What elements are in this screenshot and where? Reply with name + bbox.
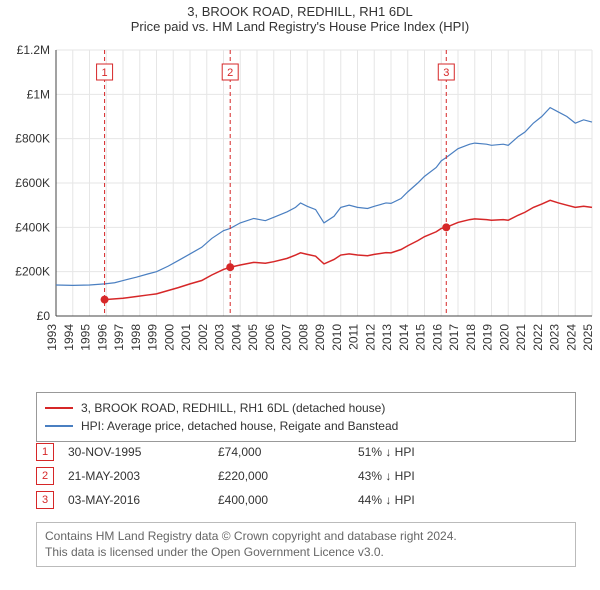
svg-text:2023: 2023 (548, 324, 562, 351)
svg-text:2010: 2010 (330, 324, 344, 351)
event-marker: 2 (36, 467, 54, 485)
svg-text:£600K: £600K (15, 176, 50, 190)
svg-text:2017: 2017 (447, 324, 461, 351)
svg-text:2020: 2020 (497, 324, 511, 351)
legend-swatch-hpi (45, 425, 73, 427)
svg-text:2015: 2015 (414, 324, 428, 351)
event-row: 3 03-MAY-2016 £400,000 44% ↓ HPI (36, 488, 576, 512)
svg-text:£400K: £400K (15, 220, 50, 234)
svg-text:2018: 2018 (464, 324, 478, 351)
event-marker: 1 (36, 443, 54, 461)
svg-text:2000: 2000 (162, 324, 176, 351)
svg-text:2008: 2008 (296, 324, 310, 351)
event-delta: 44% ↓ HPI (358, 493, 528, 507)
svg-text:1999: 1999 (146, 324, 160, 351)
svg-text:2007: 2007 (280, 324, 294, 351)
svg-text:2006: 2006 (263, 324, 277, 351)
page-title: 3, BROOK ROAD, REDHILL, RH1 6DL (0, 0, 600, 19)
event-price: £74,000 (218, 445, 358, 459)
legend-label-property: 3, BROOK ROAD, REDHILL, RH1 6DL (detache… (81, 401, 385, 415)
event-date: 30-NOV-1995 (68, 445, 218, 459)
legend-row-property: 3, BROOK ROAD, REDHILL, RH1 6DL (detache… (45, 399, 567, 417)
svg-text:1995: 1995 (79, 324, 93, 351)
svg-text:£1.2M: £1.2M (17, 44, 50, 57)
svg-text:2005: 2005 (246, 324, 260, 351)
event-marker: 3 (36, 491, 54, 509)
svg-text:2012: 2012 (363, 324, 377, 351)
event-delta: 43% ↓ HPI (358, 469, 528, 483)
legend-label-hpi: HPI: Average price, detached house, Reig… (81, 419, 398, 433)
event-price: £400,000 (218, 493, 358, 507)
svg-text:1993: 1993 (45, 324, 59, 351)
chart-svg: £0£200K£400K£600K£800K£1M£1.2M1993199419… (0, 44, 600, 384)
svg-text:1997: 1997 (112, 324, 126, 351)
svg-text:£0: £0 (37, 309, 51, 323)
svg-text:2011: 2011 (347, 324, 361, 350)
svg-text:2022: 2022 (531, 324, 545, 351)
svg-text:2013: 2013 (380, 324, 394, 351)
svg-text:2025: 2025 (581, 324, 595, 351)
legend-row-hpi: HPI: Average price, detached house, Reig… (45, 417, 567, 435)
event-delta: 51% ↓ HPI (358, 445, 528, 459)
chart-page: { "title_line1": "3, BROOK ROAD, REDHILL… (0, 0, 600, 590)
svg-text:£1M: £1M (27, 87, 50, 101)
legend: 3, BROOK ROAD, REDHILL, RH1 6DL (detache… (36, 392, 576, 442)
svg-text:2001: 2001 (179, 324, 193, 351)
svg-text:1994: 1994 (62, 324, 76, 351)
footer-line2: This data is licensed under the Open Gov… (45, 545, 567, 561)
event-row: 2 21-MAY-2003 £220,000 43% ↓ HPI (36, 464, 576, 488)
svg-text:2016: 2016 (430, 324, 444, 351)
svg-text:2009: 2009 (313, 324, 327, 351)
svg-text:2019: 2019 (481, 324, 495, 351)
svg-text:2024: 2024 (564, 324, 578, 351)
page-subtitle: Price paid vs. HM Land Registry's House … (0, 19, 600, 38)
event-price: £220,000 (218, 469, 358, 483)
svg-text:2021: 2021 (514, 324, 528, 351)
svg-text:2003: 2003 (213, 324, 227, 351)
event-date: 21-MAY-2003 (68, 469, 218, 483)
svg-text:£200K: £200K (15, 265, 50, 279)
svg-text:2002: 2002 (196, 324, 210, 351)
license-footer: Contains HM Land Registry data © Crown c… (36, 522, 576, 567)
events-table: 1 30-NOV-1995 £74,000 51% ↓ HPI 2 21-MAY… (36, 440, 576, 512)
svg-text:1: 1 (102, 67, 108, 79)
footer-line1: Contains HM Land Registry data © Crown c… (45, 529, 567, 545)
svg-text:1996: 1996 (95, 324, 109, 351)
legend-swatch-property (45, 407, 73, 409)
event-date: 03-MAY-2016 (68, 493, 218, 507)
svg-text:£800K: £800K (15, 132, 50, 146)
event-row: 1 30-NOV-1995 £74,000 51% ↓ HPI (36, 440, 576, 464)
svg-text:3: 3 (443, 67, 449, 79)
chart-area: £0£200K£400K£600K£800K£1M£1.2M1993199419… (0, 44, 600, 384)
svg-text:2004: 2004 (229, 324, 243, 351)
svg-text:1998: 1998 (129, 324, 143, 351)
svg-text:2: 2 (227, 67, 233, 79)
svg-text:2014: 2014 (397, 324, 411, 351)
